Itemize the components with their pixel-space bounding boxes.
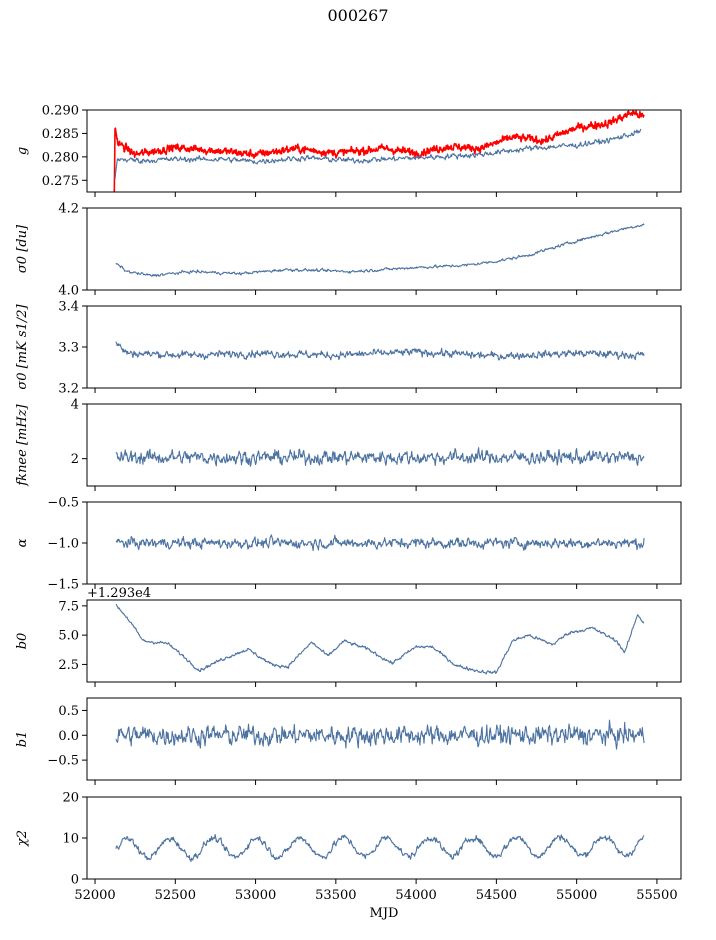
panel-1-frame [86, 109, 682, 193]
panel-1-y-tick-label-3: 0.285 [42, 127, 79, 142]
x-tick-label-3: 53000 [235, 888, 276, 903]
x-tick-label-8: 55500 [636, 888, 677, 903]
figure-title: 000267 [327, 6, 389, 25]
panel-3-y-tick-label-2: 3.3 [58, 341, 79, 356]
x-tick-label-7: 55000 [556, 888, 597, 903]
panel-3-y-tick-label-3: 3.4 [58, 300, 79, 315]
panel-6-y-tick-label-1: 2.5 [58, 658, 79, 673]
panel-2-y-tick-label-2: 4.2 [58, 202, 79, 217]
x-tick-label-5: 54000 [395, 888, 436, 903]
panel-6-offset-label: +1.293e4 [87, 586, 151, 601]
panel-4-series-line-1 [115, 447, 645, 467]
panel-7-y-tick-label-1: −0.5 [47, 754, 79, 769]
panel-4-y-axis-label: fknee [mHz] [15, 403, 30, 486]
panel-5-series-line-1 [115, 534, 645, 552]
x-tick-label-1: 52000 [74, 888, 115, 903]
panel-6-frame [86, 599, 682, 683]
panel-6-y-axis-label: b0 [15, 633, 30, 650]
panel-7-y-axis-label: b1 [15, 731, 30, 748]
panel-2-frame [86, 207, 682, 291]
panel-1-series-line-1 [113, 110, 645, 192]
panel-7-series-line-1 [115, 719, 645, 750]
panel-3-frame [86, 305, 682, 389]
x-tick-label-4: 53500 [315, 888, 356, 903]
x-axis-label: MJD [370, 906, 399, 921]
panel-4-y-tick-label-2: 4 [71, 398, 79, 413]
panel-4-y-tick-label-1: 2 [71, 452, 79, 467]
panel-6-series-line-1 [115, 603, 645, 675]
panel-1-y-tick-label-2: 0.280 [42, 150, 79, 165]
panel-8-y-tick-label-1: 0 [71, 873, 79, 888]
panel-1-series-line-2 [114, 128, 642, 179]
panel-6-y-tick-label-2: 5.0 [58, 629, 79, 644]
x-tick-label-2: 52500 [155, 888, 196, 903]
panel-8-y-tick-label-3: 20 [62, 791, 79, 806]
panel-6-y-tick-label-3: 7.5 [58, 599, 79, 614]
panel-5-y-axis-label: α [15, 538, 30, 547]
panel-8-y-axis-label: χ2 [15, 830, 30, 847]
panel-2-y-axis-label: σ0 [du] [15, 224, 30, 273]
panel-7-y-tick-label-2: 0.0 [58, 729, 79, 744]
panel-3-series-line-1 [115, 341, 645, 361]
panel-4-frame [86, 403, 682, 487]
panel-1-y-tick-label-1: 0.275 [42, 174, 79, 189]
panel-7-frame [86, 697, 682, 781]
x-tick-label-6: 54500 [476, 888, 517, 903]
panel-3-y-tick-label-1: 3.2 [58, 382, 79, 397]
panel-8-series-line-1 [115, 834, 645, 863]
panel-5-y-tick-label-3: −0.5 [47, 496, 79, 511]
panel-2-series-line-1 [115, 223, 645, 277]
panel-3-y-axis-label: σ0 [mK s1/2] [15, 303, 30, 389]
panel-1-y-axis-label: g [15, 147, 30, 155]
panel-2-y-tick-label-1: 4.0 [58, 284, 79, 299]
panel-5-y-tick-label-1: −1.5 [47, 578, 79, 593]
panel-5-y-tick-label-2: −1.0 [47, 537, 79, 552]
panel-1-y-tick-label-4: 0.290 [42, 104, 79, 119]
panel-8-y-tick-label-2: 10 [62, 832, 79, 847]
panel-7-y-tick-label-3: 0.5 [58, 704, 79, 719]
